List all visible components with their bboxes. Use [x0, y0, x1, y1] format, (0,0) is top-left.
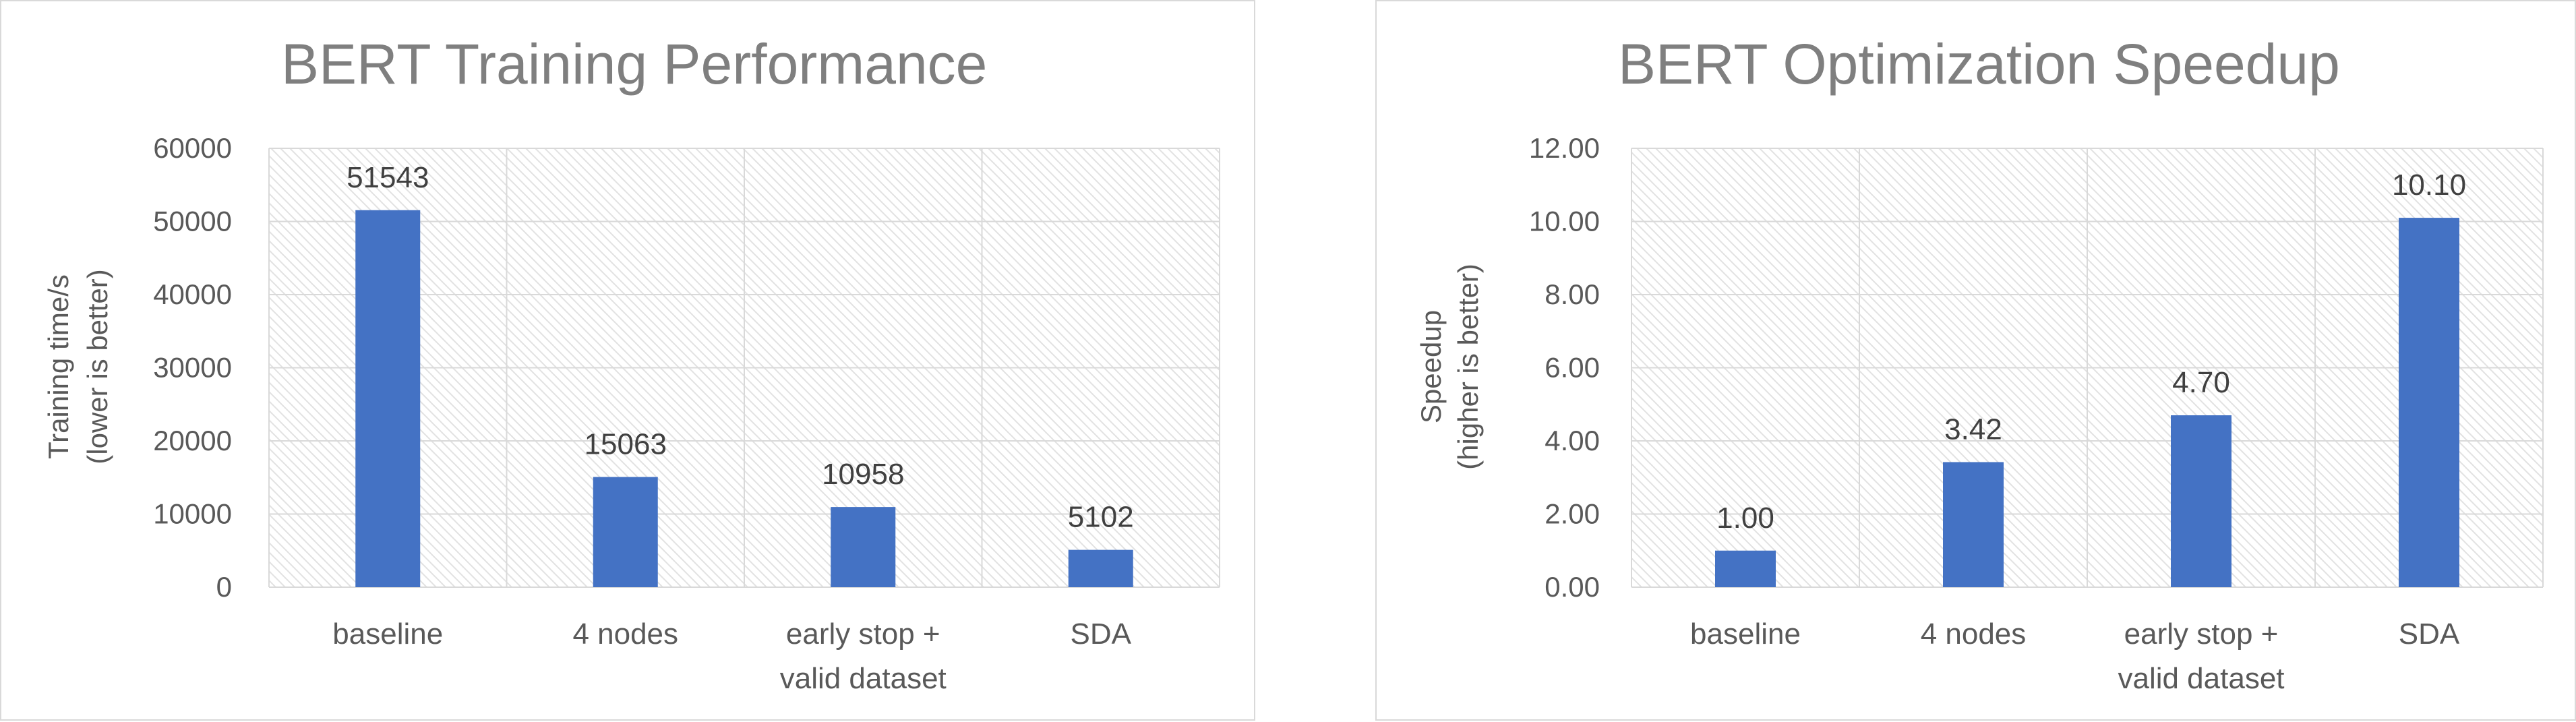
chart-title: BERT Optimization Speedup: [1618, 32, 2340, 96]
training-performance-chart: 0 10000 20000 30000 40000 50000 60000 51543 base…: [0, 0, 1255, 721]
bar-3: [2399, 218, 2459, 587]
category-label: valid dataset: [2118, 662, 2284, 695]
training-performance-svg: 0 10000 20000 30000 40000 50000 60000 51543 base…: [42, 32, 1220, 695]
bar-1: [593, 477, 658, 587]
y-tick-label: 4.00: [1545, 425, 1600, 456]
data-label: 10.10: [2392, 169, 2466, 202]
category-label: SDA: [2399, 618, 2460, 651]
y-tick-label: 50000: [153, 206, 232, 237]
y-tick-label: 10.00: [1529, 206, 1600, 237]
y-tick-label: 2.00: [1545, 498, 1600, 530]
bar-2: [2171, 415, 2231, 587]
y-axis-label: (lower is better): [82, 269, 113, 464]
y-axis-label: Speedup: [1415, 310, 1447, 423]
y-tick-label: 0.00: [1545, 571, 1600, 603]
data-label: 5102: [1068, 501, 1134, 534]
bar-0: [355, 210, 421, 588]
y-axis-label: (higher is better): [1452, 264, 1484, 470]
optimization-speedup-chart: 0.00 2.00 4.00 6.00 8.00 10.00 12.00 1.00 baseli…: [1375, 0, 2576, 721]
category-label: 4 nodes: [572, 618, 678, 651]
y-tick-label: 12.00: [1529, 132, 1600, 164]
category-label: 4 nodes: [1921, 618, 2027, 651]
category-label: valid dataset: [780, 662, 947, 695]
y-tick-label: 0: [216, 571, 232, 603]
data-label: 51543: [347, 161, 429, 194]
y-tick-label: 6.00: [1545, 352, 1600, 384]
category-label: baseline: [1690, 618, 1801, 651]
category-label: SDA: [1071, 618, 1132, 651]
bar-3: [1068, 549, 1133, 587]
y-tick-label: 40000: [153, 278, 232, 310]
chart-title: BERT Training Performance: [281, 32, 987, 96]
category-label: early stop +: [2124, 618, 2279, 651]
bar-1: [1943, 462, 2004, 587]
optimization-speedup-svg: 0.00 2.00 4.00 6.00 8.00 10.00 12.00 1.00 baseli…: [1415, 32, 2544, 695]
y-tick-label: 20000: [153, 425, 232, 456]
y-axis-label: Training time/s: [42, 274, 74, 459]
y-tick-label: 30000: [153, 352, 232, 384]
data-label: 10958: [822, 458, 904, 491]
data-label: 3.42: [1944, 413, 2002, 446]
y-tick-label: 10000: [153, 498, 232, 530]
data-label: 1.00: [1716, 502, 1774, 535]
data-label: 15063: [585, 428, 667, 461]
y-tick-label: 60000: [153, 132, 232, 164]
category-label: baseline: [332, 618, 443, 651]
data-label: 4.70: [2172, 366, 2230, 399]
bar-0: [1715, 550, 1776, 587]
y-tick-label: 8.00: [1545, 278, 1600, 310]
bar-2: [831, 507, 896, 587]
category-label: early stop +: [786, 618, 940, 651]
